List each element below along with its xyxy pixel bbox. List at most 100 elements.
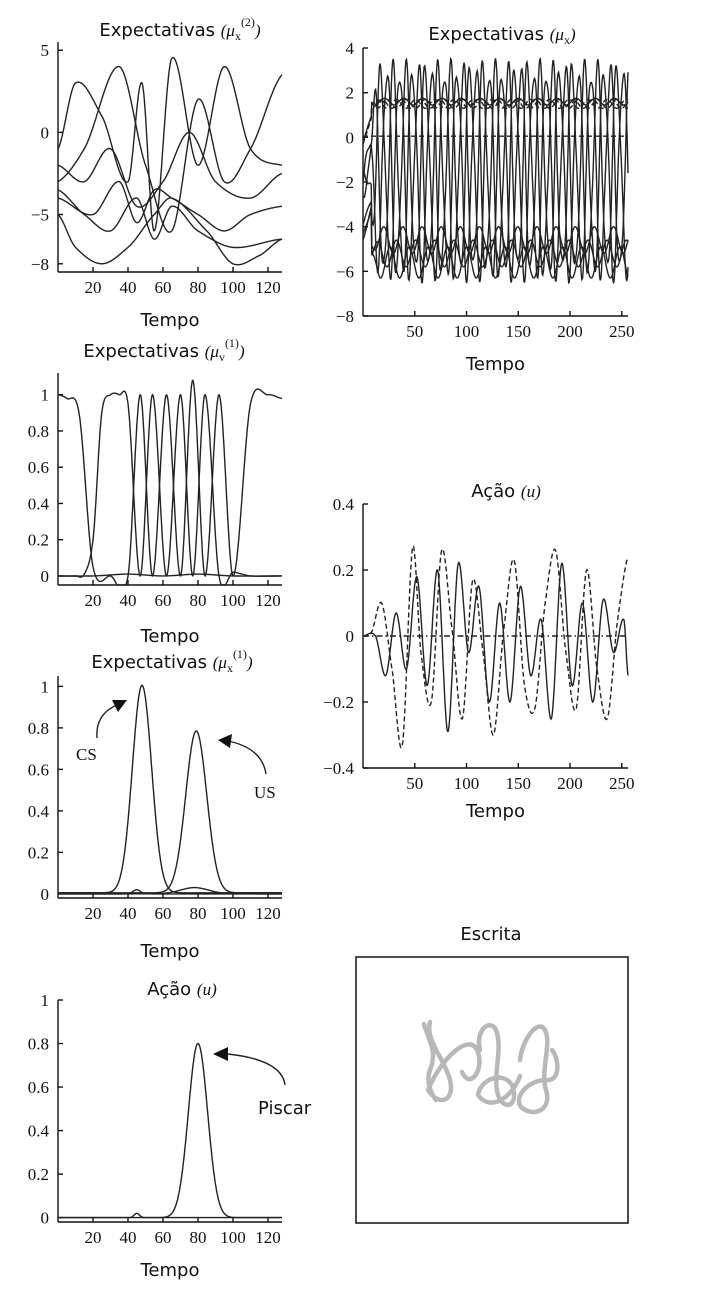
panel-escrita: Escrita (355, 924, 629, 1224)
cs-arrowhead (112, 700, 127, 712)
series-line (58, 730, 282, 894)
y-tick-label: 0.4 (333, 495, 355, 514)
series-line (363, 560, 629, 733)
y-tick-label: 0.6 (28, 1078, 49, 1097)
series-line (57, 65, 283, 233)
x-tick-label: 20 (85, 278, 102, 297)
series-line (57, 56, 283, 232)
series-line (362, 545, 629, 749)
series-line (58, 390, 282, 586)
y-tick-label: 0.8 (28, 719, 49, 738)
y-tick-label: 0.4 (28, 802, 50, 821)
x-tick-label: 50 (406, 322, 423, 341)
chart-title: Ação (u) (147, 979, 217, 1000)
y-tick-label: 2 (346, 84, 355, 103)
x-tick-label: 120 (255, 904, 281, 923)
x-tick-label: 50 (406, 774, 423, 793)
y-tick-label: 0.2 (333, 561, 354, 580)
x-tick-label: 80 (190, 278, 207, 297)
x-tick-label: 20 (85, 591, 102, 610)
x-axis-label: Tempo (465, 801, 525, 822)
chart-title: Expectativas (μx(2)) (99, 15, 261, 43)
y-tick-label: 0.6 (28, 458, 49, 477)
x-tick-label: 120 (255, 591, 281, 610)
series-line (58, 573, 282, 577)
y-tick-label: 0.2 (28, 843, 49, 862)
x-tick-label: 40 (120, 1228, 137, 1247)
y-tick-label: 0.4 (28, 1122, 50, 1141)
x-tick-label: 80 (190, 591, 207, 610)
x-tick-label: 60 (155, 278, 172, 297)
panel-expectativas-mu-x2: Expectativas (μx(2)) 20 40 60 80 100 120 5 0 −5 −8… (31, 15, 283, 331)
x-tick-label: 250 (609, 774, 635, 793)
piscar-arrowhead (213, 1047, 228, 1061)
panel-acao-u-128: Piscar Ação (u) 20 40 60 80 100 120 1 0.8 0.6 0.4 0… (28, 979, 312, 1281)
series-line (58, 684, 282, 894)
x-tick-label: 60 (155, 1228, 172, 1247)
x-tick-label: 40 (120, 591, 137, 610)
y-tick-label: −4 (336, 218, 355, 237)
x-tick-label: 100 (220, 904, 246, 923)
panel-expectativas-mu-x: Expectativas (μx) 50 100 150 200 250 4 2 0 −2 −4 −6… (336, 24, 635, 375)
panel-expectativas-mu-v1: Expectativas (μv(1)) 20 40 60 80 100 120 1 0.8 0.… (28, 336, 283, 647)
chart-title: Expectativas (μx(1)) (91, 647, 253, 675)
us-label: US (254, 783, 276, 802)
chart-title: Ação (u) (471, 481, 541, 502)
series-line (57, 131, 283, 208)
x-tick-label: 20 (85, 1228, 102, 1247)
y-tick-label: 1 (41, 991, 50, 1010)
y-tick-label: 1 (41, 386, 50, 405)
x-tick-label: 200 (557, 322, 583, 341)
x-tick-label: 100 (220, 591, 246, 610)
y-tick-label: 5 (41, 41, 50, 60)
y-tick-label: 1 (41, 677, 50, 696)
x-axis-label: Tempo (465, 354, 525, 375)
panel-acao-u-256: Ação (u) 50 100 150 200 250 0.4 0.2 0 −0.2 −0.4 Tem… (323, 481, 634, 822)
handwriting-trace (421, 1019, 560, 1115)
series-line (362, 56, 629, 284)
x-tick-label: 250 (609, 322, 635, 341)
chart-title: Expectativas (μv(1)) (83, 336, 245, 364)
series-line (58, 1042, 282, 1219)
x-tick-label: 100 (220, 1228, 246, 1247)
series-line (362, 58, 629, 284)
piscar-label: Piscar (258, 1098, 312, 1119)
y-tick-label: 0.8 (28, 1035, 49, 1054)
y-tick-label: 0 (41, 123, 50, 142)
x-tick-label: 80 (190, 904, 207, 923)
y-tick-label: 0 (346, 627, 355, 646)
series-line (58, 889, 282, 895)
x-tick-label: 100 (454, 322, 480, 341)
series-line (57, 197, 283, 266)
y-tick-label: 0.6 (28, 760, 49, 779)
y-tick-label: 0 (346, 128, 355, 147)
x-tick-label: 100 (220, 278, 246, 297)
escrita-title: Escrita (460, 924, 521, 945)
x-tick-label: 150 (506, 774, 532, 793)
series-line (57, 189, 283, 249)
us-arrow (227, 740, 267, 775)
y-tick-label: 0.4 (28, 494, 50, 513)
y-tick-label: −5 (31, 206, 49, 225)
x-axis-label: Tempo (140, 310, 200, 331)
y-tick-label: −0.4 (323, 759, 354, 778)
cs-label: CS (76, 745, 97, 764)
x-tick-label: 120 (255, 278, 281, 297)
y-tick-label: 0 (41, 567, 50, 586)
series-line (57, 180, 282, 232)
x-tick-label: 20 (85, 904, 102, 923)
x-axis-label: Tempo (140, 941, 200, 962)
x-tick-label: 40 (120, 278, 137, 297)
panel-expectativas-mu-x1: CS US Expectativas (μx(1)) 20 40 60 80 100 120… (28, 647, 282, 962)
series-line (362, 98, 629, 145)
chart-title: Expectativas (μx) (428, 24, 576, 47)
x-tick-label: 80 (190, 1228, 207, 1247)
series-line (362, 97, 629, 143)
x-tick-label: 60 (155, 591, 172, 610)
escrita-frame (355, 956, 629, 1224)
x-axis-label: Tempo (140, 1260, 200, 1281)
y-tick-label: 0 (41, 1209, 50, 1228)
y-tick-label: −6 (336, 262, 354, 281)
y-tick-label: −2 (336, 173, 354, 192)
